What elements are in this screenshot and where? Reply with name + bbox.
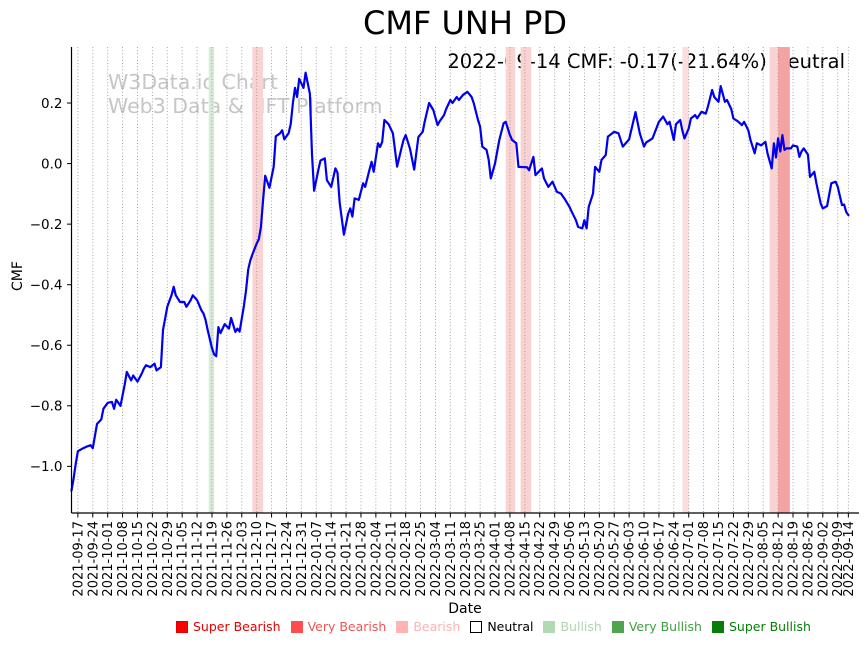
x-tick-label: 2022-04-29 <box>548 521 563 597</box>
watermark-line-2: Web3 Data & NFT Platform <box>108 94 383 118</box>
sentiment-band-bearish <box>252 47 264 513</box>
x-tick-label: 2022-09-02 <box>816 521 831 597</box>
legend-label-very-bearish: Very Bearish <box>307 619 387 634</box>
x-tick-label: 2022-05-13 <box>578 521 593 597</box>
x-tick-label: 2022-02-25 <box>414 521 429 597</box>
x-tick-label: 2022-01-07 <box>310 521 325 597</box>
legend-item-bearish: Bearish <box>396 619 460 634</box>
legend-label-very-bullish: Very Bullish <box>628 619 702 634</box>
sentiment-band-bullish <box>208 47 215 513</box>
x-tick-label: 2021-11-26 <box>220 521 235 597</box>
sentiment-band-bearish <box>769 47 779 513</box>
x-tick-label: 2022-09-09 <box>831 521 846 597</box>
x-tick-label: 2022-03-11 <box>444 521 459 597</box>
legend-item-very-bearish: Very Bearish <box>290 619 387 634</box>
x-tick-label: 2022-01-14 <box>325 521 340 597</box>
legend-item-bullish: Bullish <box>543 619 602 634</box>
sentiment-band-very-bearish <box>778 47 790 513</box>
watermark: W3Data.io Chart Web3 Data & NFT Platform <box>108 70 382 118</box>
x-tick-label: 2021-10-29 <box>161 521 176 597</box>
legend-label-bullish: Bullish <box>560 619 602 634</box>
x-tick-label: 2021-12-17 <box>265 521 280 597</box>
x-tick-label: 2022-02-11 <box>384 521 399 597</box>
x-tick-label: 2021-10-08 <box>116 521 131 597</box>
legend-label-super-bullish: Super Bullish <box>728 619 811 634</box>
x-tick-label: 2021-11-19 <box>205 521 220 597</box>
x-tick-label: 2022-06-17 <box>652 521 667 597</box>
x-tick-label: 2022-02-18 <box>399 521 414 597</box>
y-tick-label: −1.0 <box>30 459 63 475</box>
x-tick-label: 2022-08-05 <box>757 521 772 597</box>
x-tick-label: 2022-03-18 <box>459 521 474 597</box>
legend-item-neutral: Neutral <box>470 619 533 634</box>
x-tick-label: 2021-10-15 <box>131 521 146 597</box>
watermark-line-1: W3Data.io Chart <box>108 70 278 94</box>
legend-swatch-bullish <box>543 620 556 633</box>
sentiment-band-bearish <box>520 47 532 513</box>
x-tick-label: 2022-06-10 <box>638 521 653 597</box>
y-axis-label: CMF <box>10 261 26 291</box>
x-tick-label: 2022-03-25 <box>474 521 489 597</box>
x-tick-label: 2021-10-22 <box>146 521 161 597</box>
x-tick-label: 2022-07-29 <box>742 521 757 597</box>
sentiment-legend: Super Bearish Very Bearish Bearish Neutral B… <box>176 619 811 634</box>
x-tick-label: 2022-07-15 <box>712 521 727 597</box>
latest-value-annotation: 2022-09-14 CMF: -0.17(-21.64%) Neutral <box>447 50 845 73</box>
legend-swatch-neutral <box>470 620 483 633</box>
x-tick-label: 2022-04-22 <box>533 521 548 597</box>
x-tick-label: 2022-07-08 <box>697 521 712 597</box>
y-tick-label: −0.6 <box>30 338 63 354</box>
legend-swatch-very-bearish <box>290 620 303 633</box>
y-tick-label: 0.2 <box>41 96 62 112</box>
legend-swatch-very-bullish <box>611 620 624 633</box>
x-tick-label: 2021-12-03 <box>235 521 250 597</box>
x-tick-label: 2022-05-06 <box>563 521 578 597</box>
legend-label-super-bearish: Super Bearish <box>193 619 281 634</box>
legend-swatch-super-bullish <box>711 620 724 633</box>
x-tick-label: 2022-08-26 <box>801 521 816 597</box>
x-tick-label: 2022-05-20 <box>593 521 608 597</box>
x-tick-label: 2022-04-01 <box>489 521 504 597</box>
page-title: CMF UNH PD <box>362 4 568 42</box>
legend-swatch-bearish <box>396 620 409 633</box>
x-tick-label: 2021-12-24 <box>280 521 295 597</box>
x-tick-label: 2022-01-21 <box>340 521 355 597</box>
x-tick-label: 2022-07-01 <box>682 521 697 597</box>
y-tick-label: 0.0 <box>41 156 62 172</box>
x-tick-label: 2022-04-08 <box>503 521 518 597</box>
x-tick-label: 2022-08-19 <box>787 521 802 597</box>
x-tick-label: 2022-06-03 <box>623 521 638 597</box>
sentiment-band-bearish <box>682 47 689 513</box>
x-tick-label: 2021-10-01 <box>101 521 116 597</box>
x-axis-label: Date <box>448 601 482 617</box>
legend-item-very-bullish: Very Bullish <box>611 619 702 634</box>
x-tick-label: 2022-04-15 <box>518 521 533 597</box>
legend-label-bearish: Bearish <box>413 619 461 634</box>
legend-label-neutral: Neutral <box>487 619 534 634</box>
x-tick-label: 2022-02-04 <box>369 521 384 597</box>
x-tick-label: 2021-09-17 <box>71 521 86 597</box>
x-tick-label: 2021-11-12 <box>191 521 206 597</box>
x-tick-label: 2021-09-24 <box>86 521 101 597</box>
x-tick-label: 2021-11-05 <box>176 521 191 597</box>
y-tick-label: −0.8 <box>30 399 63 415</box>
legend-item-super-bullish: Super Bullish <box>711 619 811 634</box>
x-tick-label: 2022-06-24 <box>667 521 682 597</box>
x-tick-label: 2022-07-22 <box>727 521 742 597</box>
x-tick-label: 2022-05-27 <box>608 521 623 597</box>
legend-swatch-super-bearish <box>176 620 188 633</box>
x-tick-label: 2021-12-31 <box>295 521 310 597</box>
x-tick-label: 2021-12-10 <box>250 521 265 597</box>
legend-item-super-bearish: Super Bearish <box>176 619 281 634</box>
x-tick-label: 2022-01-28 <box>354 521 369 597</box>
cmf-series-line <box>70 71 850 492</box>
y-tick-label: −0.2 <box>30 217 63 233</box>
x-tick-label: 2022-03-04 <box>429 521 444 597</box>
sentiment-band-bearish <box>505 47 516 513</box>
x-tick-label: 2022-09-14 <box>842 521 857 597</box>
y-tick-label: −0.4 <box>30 277 63 293</box>
x-tick-label: 2022-08-12 <box>772 521 787 597</box>
